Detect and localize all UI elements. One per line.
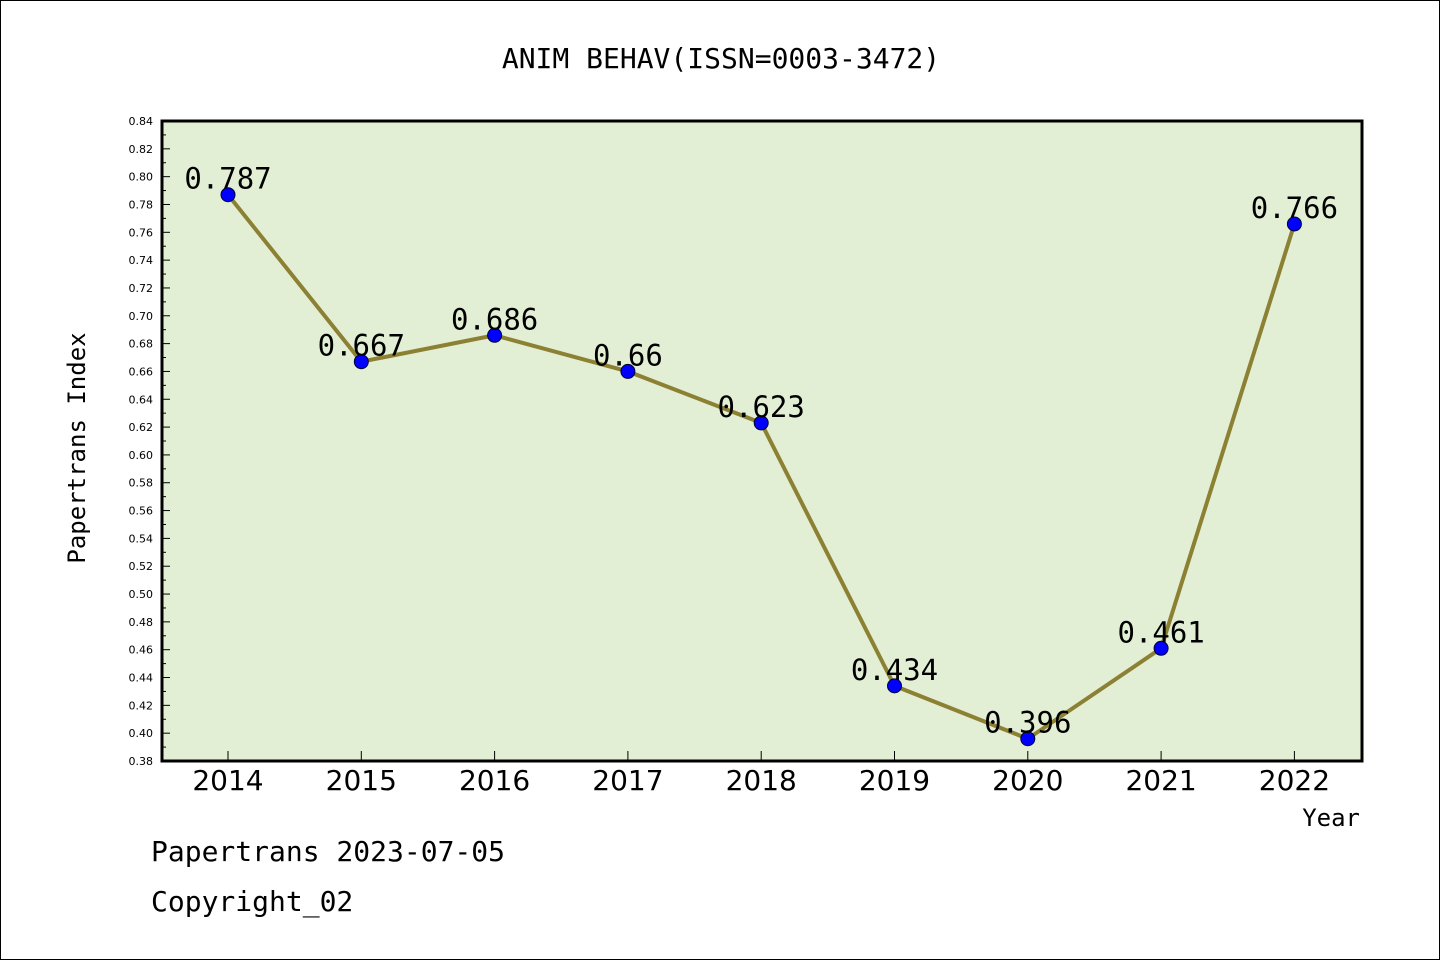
data-point: [620, 363, 636, 379]
y-tick-label: 0.40: [129, 727, 154, 740]
y-tick-label: 0.68: [129, 338, 154, 351]
y-tick-label: 0.54: [129, 532, 154, 545]
y-tick-label: 0.58: [129, 477, 154, 490]
x-tick-label: 2020: [992, 764, 1063, 797]
y-tick-label: 0.50: [129, 588, 154, 601]
data-point: [1153, 640, 1169, 656]
y-tick-label: 0.70: [129, 310, 154, 323]
data-label: 0.766: [1251, 191, 1338, 225]
data-label: 0.623: [718, 390, 805, 424]
y-tick-label: 0.64: [129, 393, 154, 406]
data-label: 0.66: [593, 338, 663, 372]
x-axis: 2014 2015 2016 2017 2018 2019 2020 2021 2022: [192, 751, 1330, 797]
y-tick-label: 0.72: [129, 282, 154, 295]
x-tick-label: 2017: [592, 764, 663, 797]
y-tick-label: 0.76: [129, 226, 154, 239]
y-tick-label: 0.56: [129, 505, 154, 518]
data-point: [353, 354, 369, 370]
y-tick-label: 0.62: [129, 421, 154, 434]
data-label: 0.396: [984, 706, 1071, 740]
y-tick-label: 0.60: [129, 449, 154, 462]
data-point: [487, 327, 503, 343]
x-tick-label: 2016: [459, 764, 530, 797]
y-tick-label: 0.84: [129, 115, 154, 128]
y-axis: 0.38 0.40 0.42 0.44 0.46 0.48 0.50 0.52 0.54 0.56…: [129, 115, 170, 768]
footer-copyright: Copyright_02: [151, 885, 354, 918]
y-tick-label: 0.74: [129, 254, 154, 267]
footer-date: Papertrans 2023-07-05: [151, 835, 506, 868]
data-label: 0.434: [851, 653, 938, 687]
x-tick-label: 2021: [1125, 764, 1196, 797]
y-tick-label: 0.48: [129, 616, 154, 629]
x-tick-label: 2022: [1259, 764, 1330, 797]
x-tick-label: 2018: [726, 764, 797, 797]
y-tick-label: 0.52: [129, 560, 154, 573]
data-label: 0.686: [451, 302, 538, 336]
series-layer: [220, 187, 1302, 747]
data-label: 0.461: [1117, 615, 1204, 649]
data-labels: 0.787 0.667 0.686 0.66 0.623 0.434 0.396 0.461 0…: [184, 162, 1338, 740]
y-tick-label: 0.42: [129, 699, 154, 712]
data-point: [220, 187, 236, 203]
data-point: [1020, 731, 1036, 747]
y-tick-label: 0.46: [129, 644, 154, 657]
data-label: 0.667: [318, 329, 405, 363]
data-label: 0.787: [184, 162, 271, 196]
y-tick-label: 0.80: [129, 171, 154, 184]
data-point: [753, 415, 769, 431]
y-tick-label: 0.78: [129, 198, 154, 211]
y-tick-label: 0.66: [129, 365, 154, 378]
x-tick-label: 2014: [192, 764, 263, 797]
y-tick-label: 0.44: [129, 672, 154, 685]
x-tick-label: 2015: [326, 764, 397, 797]
plot-area: [160, 119, 1364, 763]
y-axis-title: Papertrans Index: [63, 332, 91, 563]
data-point: [887, 678, 902, 694]
data-point: [1286, 216, 1302, 232]
chart-title: ANIM BEHAV(ISSN=0003-3472): [502, 42, 940, 75]
x-tick-label: 2019: [859, 764, 930, 797]
y-tick-label: 0.82: [129, 143, 154, 156]
y-tick-label: 0.38: [129, 755, 154, 768]
x-axis-title: Year: [1302, 804, 1360, 832]
